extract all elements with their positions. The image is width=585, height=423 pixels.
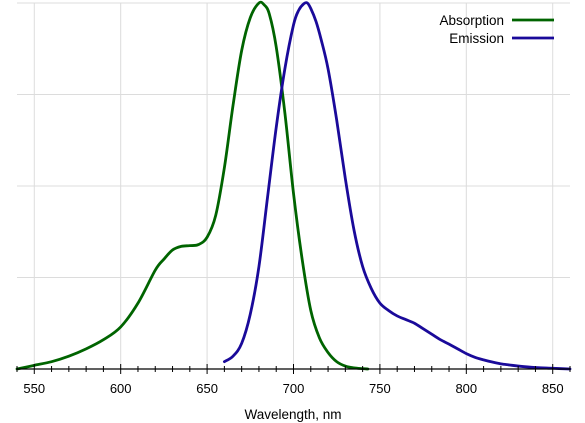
x-tick-label-700: 700 — [283, 381, 305, 396]
x-tick-label-850: 850 — [542, 381, 564, 396]
x-tick-label-550: 550 — [23, 381, 45, 396]
series-line-absorption — [15, 0, 370, 371]
x-tick-label-800: 800 — [455, 381, 477, 396]
x-tick-label-750: 750 — [369, 381, 391, 396]
series-line-emission — [222, 1, 572, 371]
x-tick-label-600: 600 — [110, 381, 132, 396]
legend-label-absorption: Absorption — [439, 13, 504, 28]
legend: Absorption Emission — [439, 13, 554, 46]
x-axis-title: Wavelength, nm — [244, 407, 341, 422]
series-group — [15, 0, 572, 371]
x-axis: 550 600 650 700 750 800 850 — [16, 364, 571, 396]
x-tick-label-650: 650 — [196, 381, 218, 396]
legend-label-emission: Emission — [449, 31, 504, 46]
